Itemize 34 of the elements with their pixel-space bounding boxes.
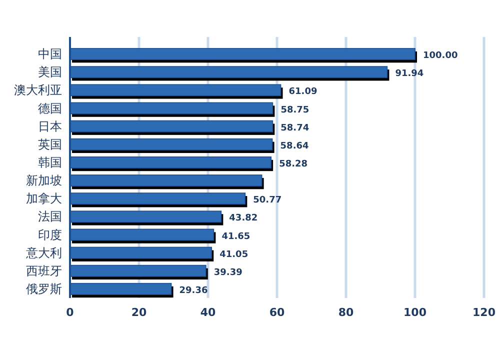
y-tick-label: 澳大利亚	[14, 83, 62, 98]
x-tick-label: 120	[472, 306, 496, 319]
y-tick-label: 美国	[38, 65, 62, 80]
data-label: 58.74	[280, 123, 310, 134]
data-label: 58.75	[280, 105, 310, 116]
data-label: 58.64	[280, 141, 309, 152]
y-tick-label: 法国	[38, 210, 62, 224]
data-label: 41.05	[220, 250, 248, 260]
data-label: 29.36	[179, 286, 208, 296]
y-tick-label: 日本	[38, 119, 62, 134]
x-tick-label: 40	[200, 306, 216, 319]
data-label: 91.94	[395, 69, 424, 80]
y-tick-label: 加拿大	[26, 192, 62, 206]
data-label: 50.77	[253, 196, 282, 206]
y-tick-label: 中国	[38, 47, 62, 62]
data-label: 61.09	[288, 87, 318, 98]
y-tick-label: 印度	[38, 228, 62, 242]
y-tick-label: 韩国	[38, 155, 62, 170]
y-tick-label: 俄罗斯	[26, 282, 62, 296]
y-tick-label: 西班牙	[26, 264, 62, 278]
y-tick-label: 英国	[38, 137, 62, 152]
x-tick-label: 20	[131, 306, 147, 319]
data-label: 39.39	[214, 268, 242, 278]
data-label: 41.65	[222, 232, 250, 242]
data-label: 43.82	[229, 214, 258, 224]
x-tick-label: 0	[66, 306, 74, 319]
x-tick-label: 80	[338, 306, 354, 319]
y-tick-label: 德国	[38, 101, 62, 116]
x-tick-label: 60	[269, 306, 285, 319]
y-tick-label: 意大利	[25, 246, 62, 260]
data-label: 100.00	[423, 51, 458, 62]
y-tick-label: 新加坡	[26, 174, 62, 188]
x-tick-label: 100	[404, 306, 427, 319]
data-label: 58.28	[279, 159, 308, 170]
